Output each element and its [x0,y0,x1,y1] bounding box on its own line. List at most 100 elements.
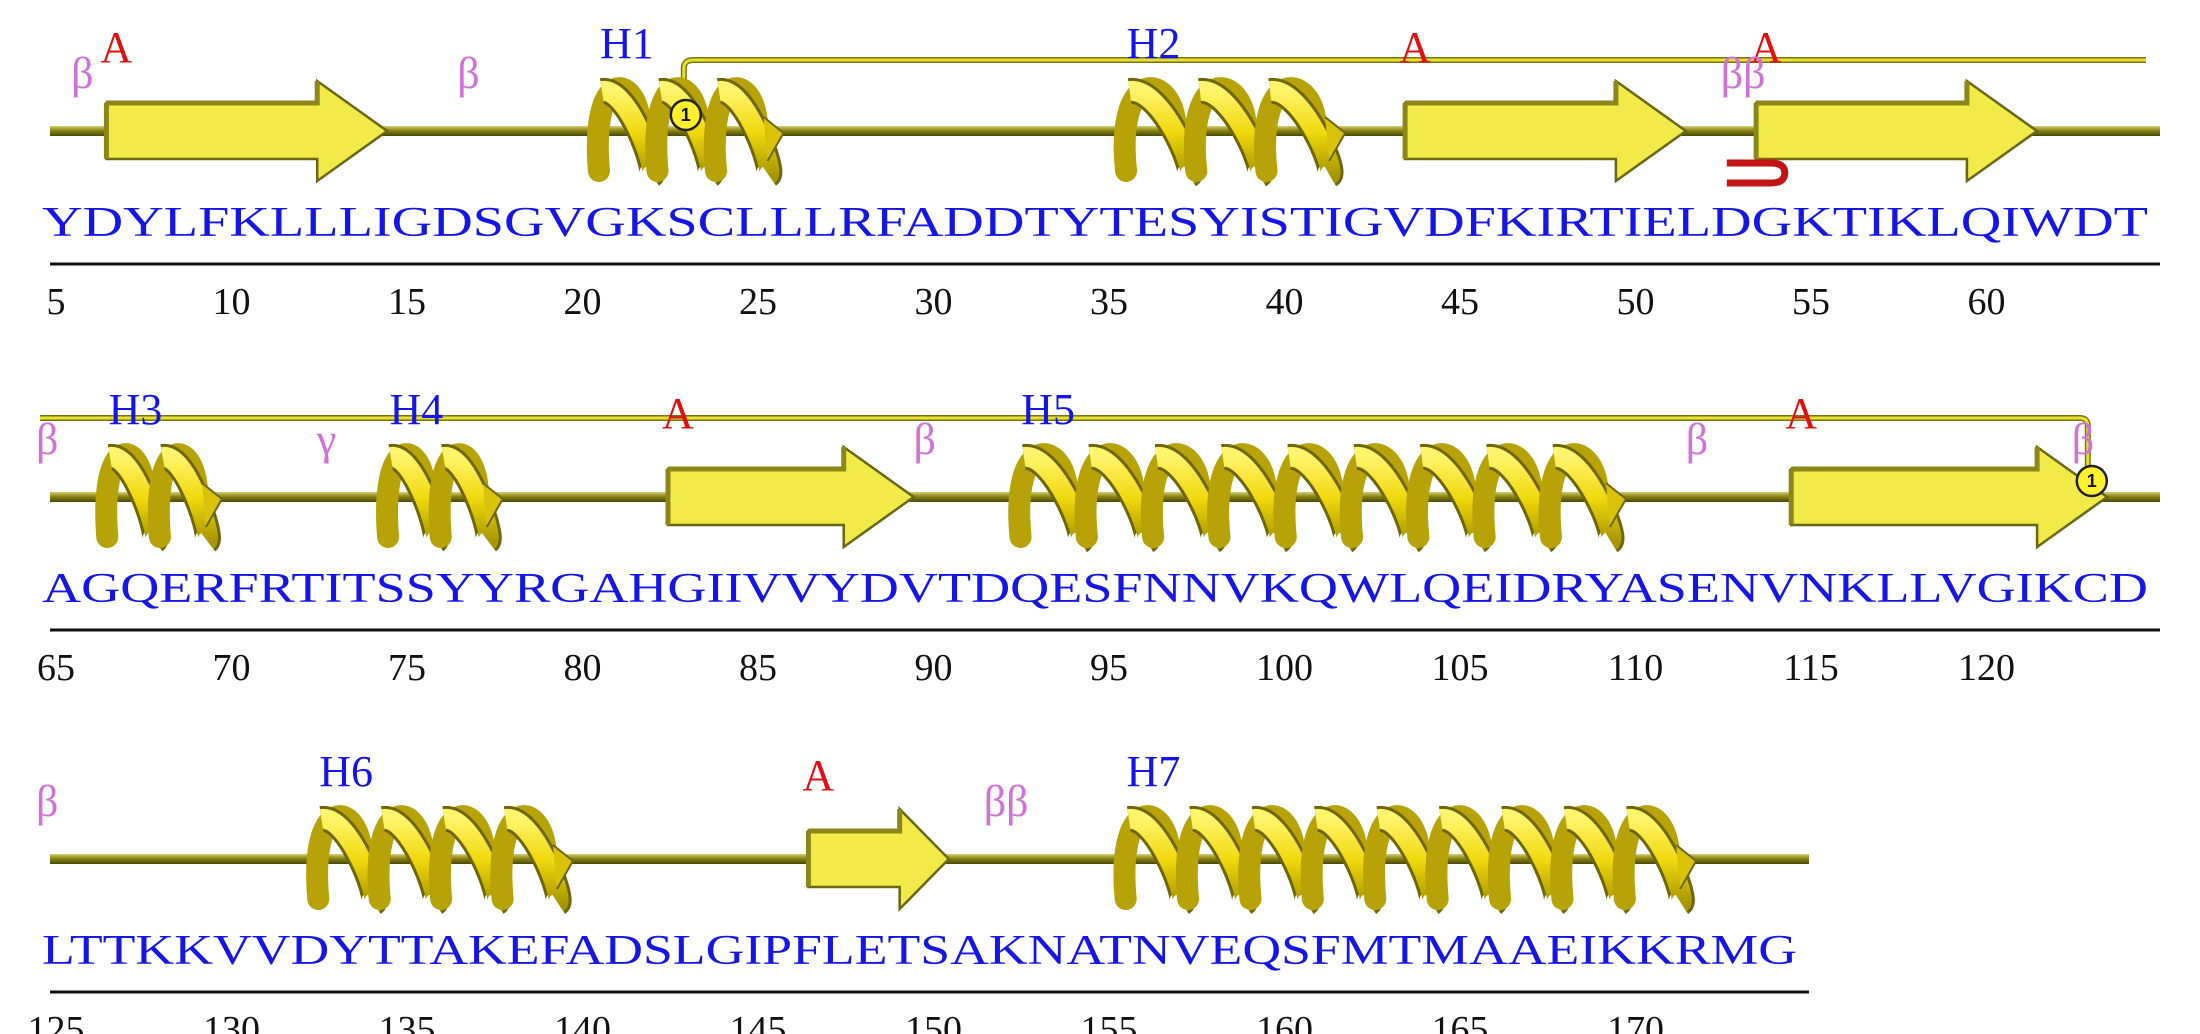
helix-end-cap [1324,116,1347,162]
sequence-text: LTTKKVVDYTTAKEFADSLGIPFLETSAKNATNVEQSFMT… [42,928,1797,974]
residue-number: 105 [1432,647,1489,689]
residue-number: 30 [915,281,953,323]
turn-label: γ [316,415,336,464]
disulfide-bond-icon [669,98,703,132]
helix-ribbon-icon [1268,81,1341,185]
helix-end-cap [552,844,575,890]
helix-ribbon-icon [160,447,218,551]
helix-ribbon-icon [504,809,569,913]
strand-arrow-icon [1403,78,1689,184]
strand-arrow-icon [666,444,916,550]
residue-number: 75 [388,647,426,689]
residue-number: 110 [1608,647,1664,689]
residue-number: 160 [1256,1009,1313,1034]
topology-row-2: A A H3 H4 H5 1 β γ β β β AGQERFRTITSSYYRGAHGIIVVYDV… [36,385,2160,689]
helix-ribbon-icon [1626,809,1692,913]
sequence-text: YDYLFKLLLIGDSGVGKSCLLLRFADDTYTESYISTIGVD… [42,200,2148,246]
strand-label: A [1750,23,1782,72]
strand-edge [103,81,320,159]
residue-number: 20 [564,281,602,323]
residue-number: 120 [1958,647,2015,689]
residue-number: 40 [1266,281,1304,323]
residue-number: 170 [1607,1009,1664,1034]
residue-number: 95 [1090,647,1128,689]
helix-label: H5 [1021,385,1075,434]
residue-number: 15 [388,281,426,323]
residue-number: 25 [739,281,777,323]
helix-end-cap [1605,482,1628,528]
ruler-line [50,990,1809,994]
residue-number: 80 [564,647,602,689]
helix-ribbon-icon [1552,447,1622,551]
disulfide-number: 1 [681,105,691,125]
strand-label: A [1399,23,1431,72]
residue-number: 115 [1783,647,1839,689]
beta-hairpin-icon [1726,159,1789,187]
ruler-line [50,262,2160,266]
helix-end-cap [201,482,224,528]
strand-edge [1788,447,2040,525]
strand-label: A [662,389,694,438]
turn-label: β [914,415,936,464]
helix-end-cap [482,482,505,528]
residue-number: 145 [730,1009,787,1034]
helix-label: H3 [109,385,163,434]
residue-number: 55 [1792,281,1830,323]
residue-number: 150 [905,1009,962,1034]
strand-arrow-icon [807,805,951,913]
ruler-line [50,628,2160,632]
strand-arrow-icon [105,78,390,184]
residue-number: 5 [47,281,66,323]
residue-number: 125 [28,1009,85,1034]
residue-number: 65 [37,647,75,689]
helix-ribbon-icon [441,447,499,551]
helix-label: H4 [389,385,443,434]
residue-number: 60 [1968,281,2006,323]
strand-label: A [802,751,834,800]
turn-label: β [2072,415,2094,464]
strand-edge [1753,81,1970,159]
residue-number: 10 [213,281,251,323]
turn-label: β [1686,415,1708,464]
helix-label: H6 [319,747,373,796]
residue-number: 130 [203,1009,260,1034]
residue-number: 70 [213,647,251,689]
residue-number: 100 [1256,647,1313,689]
strand-edge [805,809,903,887]
residue-number: 135 [379,1009,436,1034]
helix-label: H1 [600,19,654,68]
residue-number: 35 [1090,281,1128,323]
turn-label: β [457,49,479,98]
strand-arrow-icon [1754,78,2040,184]
helix-end-cap [762,116,785,162]
sequence-text: AGQERFRTITSSYYRGAHGIIVVYDVTDQESFNNVKQWLQ… [42,566,2148,612]
residue-number: 85 [739,647,777,689]
helix-ribbon-icon [717,81,780,185]
backbone-line [50,126,2160,136]
topology-row-3: AH6 H7β ββLTTKKVVDYTTAKEFADSLGIPFLETSAKNAT… [28,747,1809,1034]
strand-label: A [100,23,132,72]
helix-end-cap [1675,844,1698,890]
strand-edge [1402,81,1619,159]
disulfide-connector [682,58,2146,117]
turn-label: β [36,415,58,464]
residue-number: 45 [1441,281,1479,323]
residue-number: 155 [1081,1009,1138,1034]
turn-label: ββ [984,777,1029,826]
helix-label: H2 [1127,19,1181,68]
residue-number: 165 [1432,1009,1489,1034]
turn-label: ββ [1721,49,1766,98]
disulfide-connector [40,416,2090,507]
strand-label: A [1785,389,1817,438]
disulfide-number: 1 [2087,471,2097,491]
helix-label: H7 [1127,747,1181,796]
turn-label: β [36,777,58,826]
turn-label: β [71,49,93,98]
residue-number: 140 [554,1009,611,1034]
residue-number: 90 [915,647,953,689]
backbone-line [50,492,2160,502]
disulfide-bond-icon [2075,464,2109,498]
